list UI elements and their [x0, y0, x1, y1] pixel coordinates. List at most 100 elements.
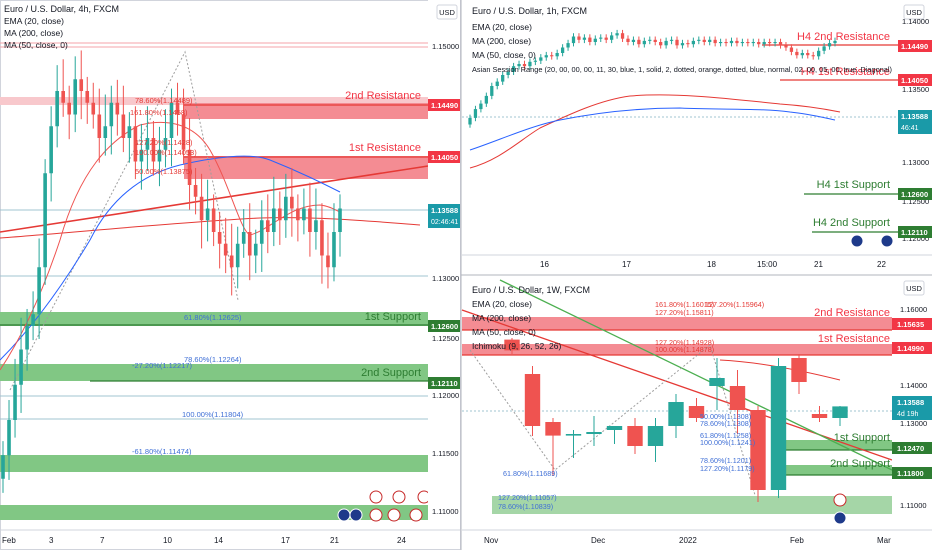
candle-4h	[253, 229, 258, 274]
candle-1h	[642, 37, 646, 48]
candle-1w	[811, 406, 828, 422]
candle-body	[468, 117, 472, 125]
candle-1w	[606, 426, 623, 444]
candle-body	[241, 232, 246, 244]
y-tick: 1.14000	[900, 381, 927, 390]
candle-body	[265, 220, 270, 232]
price-tag-current	[892, 396, 932, 420]
zone-2nd-resistance-light	[0, 97, 428, 105]
candle-body	[259, 220, 264, 244]
candle-body	[314, 220, 318, 232]
candle-body	[833, 40, 837, 44]
chart-title: Euro / U.S. Dollar, 4h, FXCM	[4, 4, 119, 14]
economic-event-icons[interactable]	[337, 490, 431, 522]
fib-label: 61.80%(1.1258)	[700, 431, 751, 440]
candle-body	[217, 232, 222, 244]
candle-body	[473, 109, 478, 118]
x-tick: Feb	[2, 536, 16, 545]
candle-4h	[25, 308, 29, 371]
candle-1h	[468, 114, 472, 128]
current-price: 1.13588	[431, 206, 458, 215]
currency-label: USD	[906, 8, 922, 17]
candle-1h	[511, 62, 516, 75]
candle-body	[827, 43, 832, 47]
candle-body	[139, 149, 144, 162]
countdown: 46:41	[901, 125, 919, 132]
flag-icon[interactable]	[850, 234, 864, 248]
flag-icon[interactable]	[833, 511, 847, 525]
candle-4h	[278, 191, 282, 245]
candle-1w	[504, 338, 520, 354]
label-1st-support: 1st Support	[834, 432, 890, 444]
candle-body	[610, 35, 614, 40]
top-right-candles	[468, 29, 837, 128]
candle-1w	[524, 366, 541, 436]
bottom-right-panel-1w[interactable]: 161.80%(1.16015) 127.20%(1.15811) 127.20…	[461, 276, 932, 545]
candle-4h	[37, 238, 41, 339]
candle-body	[495, 81, 499, 86]
candle-1h	[680, 39, 685, 49]
fib-label: 61.80%(1.11689)	[503, 469, 558, 478]
y-axis[interactable]	[428, 0, 460, 530]
candle-body	[1, 455, 5, 479]
price-tag	[892, 442, 932, 454]
flag-icon	[369, 508, 383, 522]
currency-badge[interactable]	[903, 280, 925, 296]
zone-2nd-support	[0, 364, 428, 381]
price-tag-text: 1.14050	[901, 76, 928, 85]
candle-body	[278, 208, 282, 221]
candle-body	[229, 255, 234, 268]
candle-1h	[517, 60, 521, 70]
indicator-ma200: MA (200, close)	[4, 28, 63, 38]
flag-icon[interactable]	[833, 493, 847, 507]
label-1st-support: 1st Support	[365, 311, 421, 323]
fib-label: -61.80%(1.11474)	[132, 447, 192, 456]
x-tick: Nov	[484, 536, 498, 545]
x-tick: 10	[163, 536, 172, 545]
fib-label: 100.00%(1.1241)	[700, 438, 755, 447]
fib-label: 127.20%(1.11057)	[498, 493, 557, 502]
candle-1h	[751, 38, 755, 47]
candle-body	[55, 91, 59, 127]
candle-body	[13, 384, 17, 420]
y-tick: 1.11500	[432, 449, 459, 458]
price-tag	[898, 188, 932, 200]
currency-badge[interactable]	[903, 4, 925, 20]
currency-badge[interactable]	[436, 4, 458, 20]
label-h4-1st-support: H4 1st Support	[817, 179, 890, 191]
candle-body	[235, 243, 240, 268]
candle-1h	[582, 34, 587, 44]
fib-label: 161.80%(1.1458)	[130, 108, 188, 117]
price-tag	[892, 467, 932, 479]
price-tag-current	[428, 204, 460, 228]
trend-line-green[interactable]	[499, 279, 893, 471]
candle-body	[729, 40, 734, 44]
candle-body	[332, 232, 336, 268]
candle-1h	[675, 36, 679, 49]
left-panel-4h[interactable]: 78.60%(1.14489) 161.80%(1.1458) 127.20%(…	[0, 0, 460, 545]
flag-icon[interactable]	[880, 234, 894, 248]
top-right-panel-1h[interactable]: H4 2nd Resistance H4 1st Resistance H4 1…	[462, 0, 932, 269]
candle-4h	[145, 106, 150, 171]
candle-body	[49, 126, 53, 174]
indicator-ema: EMA (20, close)	[472, 22, 532, 32]
candle-4h	[121, 85, 126, 153]
candle-body	[648, 39, 652, 41]
candle-1h	[811, 51, 815, 60]
fib-label: 127.20%(1.15811)	[655, 308, 714, 317]
currency-label: USD	[439, 8, 455, 17]
zone-1st-resistance	[184, 156, 428, 179]
fib-label: 100.00%(1.14878)	[655, 345, 714, 354]
candle-4h	[103, 94, 108, 156]
candle-body	[91, 102, 96, 115]
candle-1h	[544, 51, 548, 61]
fib-label: 78.60%(1.10839)	[498, 502, 553, 511]
indicator-asian-session: Asian Session Range (20, 00, 00, 00, 11,…	[472, 65, 892, 74]
x-tick: 24	[397, 536, 406, 545]
candle-body	[43, 173, 47, 268]
candle-1w	[565, 430, 582, 458]
candle-body	[506, 71, 510, 75]
candle-1h	[833, 37, 837, 47]
candle-body	[735, 40, 739, 44]
indicator-ma200: MA (200, close)	[472, 313, 531, 323]
